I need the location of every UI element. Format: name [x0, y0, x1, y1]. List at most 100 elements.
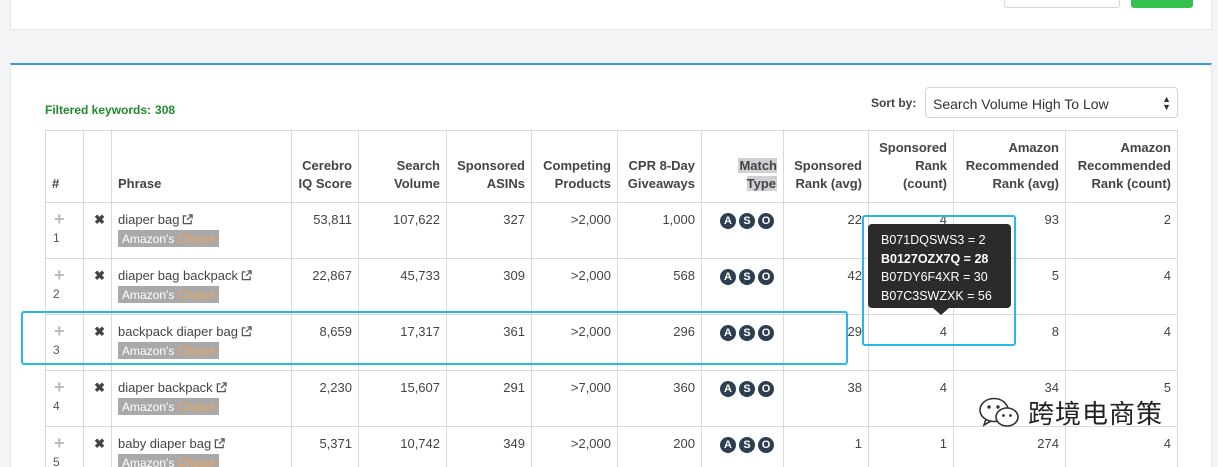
header-cpr-giveaways[interactable]: CPR 8-Day Giveaways: [617, 130, 702, 203]
external-link-icon[interactable]: [241, 270, 252, 281]
match-organic-icon[interactable]: O: [758, 325, 774, 341]
plus-icon[interactable]: +: [54, 209, 65, 229]
row-number: 5: [53, 455, 60, 467]
header-competing-products[interactable]: Competing Products: [531, 130, 618, 203]
match-broad-icon[interactable]: A: [720, 325, 736, 341]
phrase-text[interactable]: backpack diaper bag: [118, 324, 238, 339]
header-remove: [83, 130, 112, 203]
phrase-cell: diaper bag backpack Amazon's Choice: [111, 258, 292, 315]
competing-products-cell: >7,000: [531, 370, 618, 427]
phrase-text[interactable]: baby diaper bag: [118, 436, 212, 451]
header-phrase[interactable]: Phrase: [111, 130, 292, 203]
remove-button[interactable]: ✖: [83, 202, 112, 259]
plus-icon[interactable]: +: [54, 321, 65, 341]
remove-button[interactable]: ✖: [83, 370, 112, 427]
search-volume-cell: 10,742: [358, 426, 447, 467]
match-organic-icon[interactable]: O: [758, 213, 774, 229]
tooltip-line: B0127OZX7Q = 28: [881, 251, 989, 266]
tooltip-line: B07DY6F4XR = 30: [881, 270, 988, 284]
amazons-choice-badge: Amazon's Choice: [118, 286, 220, 303]
header-cerebro-iq[interactable]: Cerebro IQ Score: [291, 130, 359, 203]
row-number: 2: [53, 287, 60, 301]
header-sponsored-rank-count[interactable]: Sponsored Rank (count): [868, 130, 954, 203]
top-white-button[interactable]: [1004, 0, 1120, 8]
header-amazon-rec-rank-count[interactable]: Amazon Recommended Rank (count): [1065, 130, 1178, 203]
match-suggested-icon[interactable]: S: [739, 269, 755, 285]
close-icon[interactable]: ✖: [94, 436, 105, 451]
sponsored-rank-count-cell[interactable]: 4: [868, 370, 954, 427]
sponsored-rank-avg-cell: 29: [783, 314, 869, 371]
choice-part1: Amazon's: [122, 456, 175, 467]
amazon-rec-rank-count-cell: 2: [1065, 202, 1178, 259]
sponsored-asins-cell: 327: [446, 202, 532, 259]
amazon-rec-rank-avg-cell: 274: [953, 426, 1066, 467]
amazons-choice-badge: Amazon's Choice: [118, 398, 220, 415]
plus-icon[interactable]: +: [54, 377, 65, 397]
close-icon[interactable]: ✖: [94, 380, 105, 395]
choice-part1: Amazon's: [122, 288, 175, 302]
match-suggested-icon[interactable]: S: [739, 213, 755, 229]
external-link-icon[interactable]: [241, 326, 252, 337]
close-icon[interactable]: ✖: [94, 324, 105, 339]
search-volume-cell: 107,622: [358, 202, 447, 259]
match-organic-icon[interactable]: O: [758, 381, 774, 397]
close-icon[interactable]: ✖: [94, 212, 105, 227]
external-link-icon[interactable]: [182, 214, 194, 225]
header-amazon-rec-rank-avg[interactable]: Amazon Recommended Rank (avg): [953, 130, 1066, 203]
highlight-row-box: [21, 311, 848, 365]
cpr-giveaways-cell: 360: [617, 370, 702, 427]
competing-products-cell: >2,000: [531, 258, 618, 315]
external-link-icon[interactable]: [214, 438, 225, 449]
sponsored-rank-count-cell[interactable]: 4: [868, 314, 954, 371]
external-link-icon[interactable]: [216, 382, 227, 393]
row-number: 4: [53, 399, 60, 413]
match-broad-icon[interactable]: A: [720, 437, 736, 453]
header-number[interactable]: #: [45, 130, 84, 203]
plus-icon[interactable]: +: [54, 433, 65, 453]
phrase-text[interactable]: diaper bag backpack: [118, 268, 238, 283]
watermark: 跨境电商策: [978, 394, 1163, 431]
amazons-choice-badge: Amazon's Choice: [118, 454, 220, 467]
sponsored-rank-count-cell[interactable]: 1: [868, 426, 954, 467]
header-search-volume[interactable]: Search Volume: [358, 130, 447, 203]
choice-part1: Amazon's: [122, 344, 175, 358]
highlight-sponsored-count-box: [862, 215, 1016, 346]
choice-part2: Choice: [177, 344, 216, 358]
choice-part2: Choice: [177, 400, 216, 414]
search-volume-cell: 17,317: [358, 314, 447, 371]
match-broad-icon[interactable]: A: [720, 381, 736, 397]
match-broad-icon[interactable]: A: [720, 269, 736, 285]
match-organic-icon[interactable]: O: [758, 269, 774, 285]
table-row: +4 ✖ diaper backpack Amazon's Choice 2,230 15…: [45, 370, 1178, 427]
phrase-cell: diaper bag Amazon's Choice: [111, 202, 292, 259]
header-match-type[interactable]: Match Type: [701, 130, 784, 203]
match-organic-icon[interactable]: O: [758, 437, 774, 453]
filtered-keywords-count: Filtered keywords: 308: [45, 103, 175, 117]
header-sponsored-rank-avg[interactable]: Sponsored Rank (avg): [783, 130, 869, 203]
header-sponsored-asins[interactable]: Sponsored ASINs: [446, 130, 532, 203]
sponsored-rank-avg-cell: 38: [783, 370, 869, 427]
match-suggested-icon[interactable]: S: [739, 381, 755, 397]
amazons-choice-badge: Amazon's Choice: [118, 230, 220, 247]
phrase-text[interactable]: diaper backpack: [118, 380, 213, 395]
remove-button[interactable]: ✖: [83, 426, 112, 467]
close-icon[interactable]: ✖: [94, 268, 105, 283]
asin-rank-tooltip: B071DQSWS3 = 2 B0127OZX7Q = 28 B07DY6F4X…: [868, 224, 1011, 308]
watermark-text: 跨境电商策: [1028, 400, 1164, 430]
phrase-text[interactable]: diaper bag: [118, 212, 180, 227]
match-suggested-icon[interactable]: S: [739, 325, 755, 341]
competing-products-cell: >2,000: [531, 426, 618, 467]
sort-by-label: Sort by:: [871, 96, 917, 110]
sort-select[interactable]: Search Volume High To Low ▲ ▼: [925, 87, 1178, 118]
sponsored-rank-avg-cell: 42: [783, 258, 869, 315]
match-suggested-icon[interactable]: S: [739, 437, 755, 453]
table-row: +1 ✖ diaper bag Amazon's Choice 53,811 107,62…: [45, 202, 1178, 259]
plus-icon[interactable]: +: [54, 265, 65, 285]
top-green-button[interactable]: [1131, 0, 1193, 8]
cerebro-iq-cell: 22,867: [291, 258, 359, 315]
phrase-cell: diaper backpack Amazon's Choice: [111, 370, 292, 427]
match-broad-icon[interactable]: A: [720, 213, 736, 229]
amazons-choice-badge: Amazon's Choice: [118, 342, 220, 359]
remove-button[interactable]: ✖: [83, 258, 112, 315]
